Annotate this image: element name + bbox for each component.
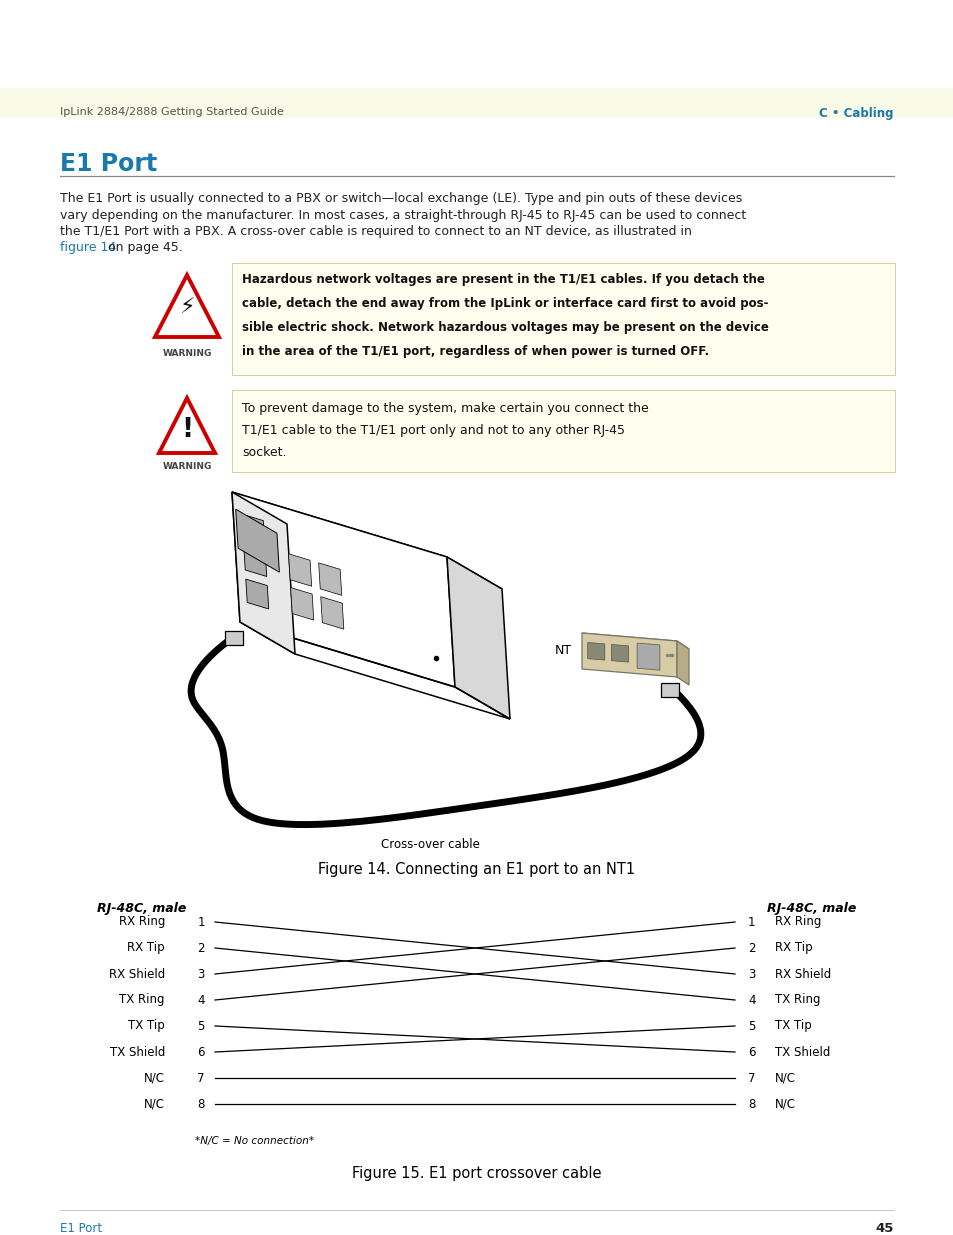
Text: The E1 Port is usually connected to a PBX or switch—local exchange (LE). Type an: The E1 Port is usually connected to a PB… [60, 191, 741, 205]
Text: 5: 5 [197, 1020, 205, 1032]
Text: the T1/E1 Port with a PBX. A cross-over cable is required to connect to an NT de: the T1/E1 Port with a PBX. A cross-over … [60, 225, 691, 238]
Polygon shape [581, 634, 688, 650]
Text: WARNING: WARNING [162, 350, 212, 358]
Text: 2: 2 [197, 941, 205, 955]
Text: 2: 2 [747, 941, 755, 955]
Text: 8: 8 [747, 1098, 755, 1110]
Polygon shape [677, 641, 688, 685]
Text: RX Tip: RX Tip [128, 941, 165, 955]
Text: on page 45.: on page 45. [104, 242, 182, 254]
Text: figure 14: figure 14 [60, 242, 116, 254]
Polygon shape [291, 588, 314, 620]
Text: TX Ring: TX Ring [119, 993, 165, 1007]
Polygon shape [235, 509, 279, 572]
Bar [232, 263, 894, 375]
Text: 4: 4 [747, 993, 755, 1007]
Text: E1 Port: E1 Port [60, 152, 157, 177]
Text: 8: 8 [197, 1098, 205, 1110]
Text: 6: 6 [197, 1046, 205, 1058]
Bar [0, 88, 953, 119]
Text: IpLink 2884/2888 Getting Started Guide: IpLink 2884/2888 Getting Started Guide [60, 107, 284, 117]
Polygon shape [288, 553, 312, 587]
Text: N/C: N/C [774, 1072, 795, 1084]
Text: 5: 5 [747, 1020, 755, 1032]
Text: RJ-48C, male: RJ-48C, male [766, 902, 856, 915]
Text: Figure 15. E1 port crossover cable: Figure 15. E1 port crossover cable [352, 1166, 601, 1181]
Polygon shape [159, 398, 214, 453]
Polygon shape [320, 597, 343, 629]
Text: !: ! [181, 417, 193, 443]
Polygon shape [587, 642, 604, 661]
Polygon shape [637, 643, 659, 671]
Text: E1 Port: E1 Port [60, 1221, 102, 1235]
Polygon shape [447, 557, 510, 719]
Bar [224, 631, 242, 645]
Polygon shape [246, 579, 269, 609]
Polygon shape [318, 563, 341, 595]
Bar [232, 390, 894, 472]
Text: NT: NT [555, 645, 572, 657]
Text: vary depending on the manufacturer. In most cases, a straight-through RJ-45 to R: vary depending on the manufacturer. In m… [60, 209, 745, 221]
Text: RX Ring: RX Ring [118, 915, 165, 929]
Text: TX Shield: TX Shield [110, 1046, 165, 1058]
Text: 6: 6 [747, 1046, 755, 1058]
Text: RX Shield: RX Shield [109, 967, 165, 981]
Text: 3: 3 [747, 967, 755, 981]
Polygon shape [232, 492, 501, 589]
Text: Figure 14. Connecting an E1 port to an NT1: Figure 14. Connecting an E1 port to an N… [318, 862, 635, 877]
Text: TX Shield: TX Shield [774, 1046, 829, 1058]
Text: C • Cabling: C • Cabling [819, 107, 893, 120]
Text: Cross-over cable: Cross-over cable [380, 839, 479, 851]
Text: TX Ring: TX Ring [774, 993, 820, 1007]
Text: RX Ring: RX Ring [774, 915, 821, 929]
Text: To prevent damage to the system, make certain you connect the: To prevent damage to the system, make ce… [242, 403, 648, 415]
Text: 4: 4 [197, 993, 205, 1007]
Text: WARNING: WARNING [162, 462, 212, 471]
Text: TX Tip: TX Tip [128, 1020, 165, 1032]
Text: N/C: N/C [144, 1098, 165, 1110]
Text: socket.: socket. [242, 446, 286, 459]
Text: TX Tip: TX Tip [774, 1020, 811, 1032]
Polygon shape [241, 514, 265, 543]
Text: N/C: N/C [774, 1098, 795, 1110]
Polygon shape [611, 645, 628, 662]
Text: RX Tip: RX Tip [774, 941, 812, 955]
Text: 1: 1 [747, 915, 755, 929]
Polygon shape [232, 492, 294, 655]
Text: ⚡: ⚡ [179, 298, 194, 317]
Text: in the area of the T1/E1 port, regardless of when power is turned OFF.: in the area of the T1/E1 port, regardles… [242, 345, 708, 358]
Polygon shape [232, 492, 455, 687]
Text: 45: 45 [875, 1221, 893, 1235]
Polygon shape [581, 634, 677, 677]
Bar [660, 683, 678, 698]
Polygon shape [154, 275, 219, 337]
Text: Hazardous network voltages are present in the T1/E1 cables. If you detach the: Hazardous network voltages are present i… [242, 273, 764, 287]
Text: T1/E1 cable to the T1/E1 port only and not to any other RJ-45: T1/E1 cable to the T1/E1 port only and n… [242, 424, 624, 437]
Text: 1: 1 [197, 915, 205, 929]
Text: 3: 3 [197, 967, 205, 981]
Text: RJ-48C, male: RJ-48C, male [97, 902, 187, 915]
Text: cable, detach the end away from the IpLink or interface card first to avoid pos-: cable, detach the end away from the IpLi… [242, 296, 768, 310]
Polygon shape [244, 547, 267, 577]
Text: N/C: N/C [144, 1072, 165, 1084]
Text: 7: 7 [747, 1072, 755, 1084]
Text: *N/C = No connection*: *N/C = No connection* [194, 1136, 314, 1146]
Text: sible electric shock. Network hazardous voltages may be present on the device: sible electric shock. Network hazardous … [242, 321, 768, 333]
Text: RX Shield: RX Shield [774, 967, 830, 981]
Text: 7: 7 [197, 1072, 205, 1084]
